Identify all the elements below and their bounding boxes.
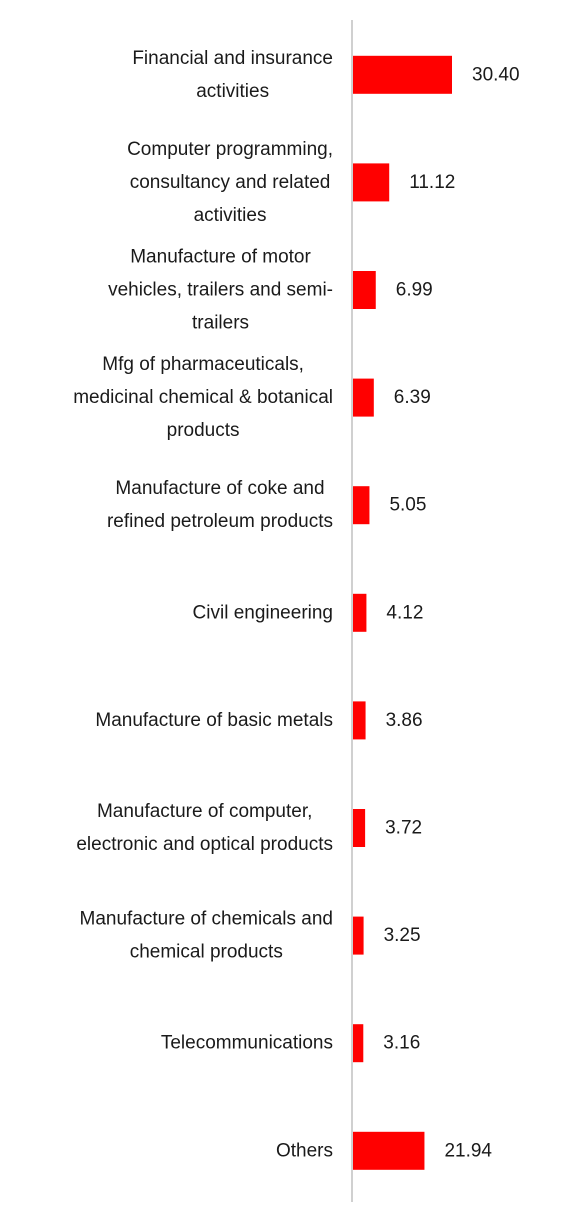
bar-8	[353, 916, 364, 955]
value-label-2: 6.99	[396, 280, 433, 301]
category-label-line: refined petroleum products	[107, 511, 333, 532]
category-label-10: Others	[276, 1140, 333, 1161]
value-label-7: 3.72	[385, 818, 422, 839]
value-label-4: 5.05	[389, 495, 426, 516]
bar-0	[353, 55, 452, 94]
bar-6	[353, 701, 366, 740]
category-label-line: Manufacture of motor	[130, 247, 311, 268]
category-label-line: Manufacture of coke and	[115, 478, 324, 499]
category-label-5: Civil engineering	[193, 602, 333, 623]
category-label-2: Manufacture of motor vehicles, trailers a…	[108, 247, 333, 334]
category-label-line: vehicles, trailers and semi-	[108, 280, 333, 301]
bar-7	[353, 809, 366, 847]
category-label-line: activities	[196, 81, 269, 102]
category-label-6: Manufacture of basic metals	[95, 710, 333, 731]
value-label-8: 3.25	[384, 925, 421, 946]
value-labels-group: 30.40 11.12 6.99 6.39 5.05 4.12 3.86 3.72 3.25 3.…	[383, 64, 519, 1161]
value-label-1: 11.12	[409, 172, 455, 193]
category-label-line: chemical products	[130, 942, 283, 963]
category-label-line: Mfg of pharmaceuticals,	[102, 354, 304, 375]
category-label-line: Manufacture of chemicals and	[80, 909, 333, 930]
bar-10	[353, 1131, 425, 1170]
bars-group	[353, 55, 452, 1170]
bar-1	[353, 163, 390, 202]
category-label-1: Computer programming, consultancy and rel…	[127, 139, 333, 226]
category-label-line: electronic and optical products	[76, 834, 333, 855]
category-label-line: Manufacture of computer,	[97, 801, 312, 822]
category-label-line: products	[167, 420, 240, 441]
value-label-0: 30.40	[472, 64, 520, 85]
value-label-5: 4.12	[386, 602, 423, 623]
bar-5	[353, 593, 367, 632]
category-label-8: Manufacture of chemicals and chemical pro…	[80, 909, 333, 963]
category-label-7: Manufacture of computer, electronic and o…	[76, 801, 333, 855]
value-label-9: 3.16	[383, 1033, 420, 1054]
category-label-line: Manufacture of basic metals	[95, 710, 333, 731]
bar-3	[353, 378, 374, 417]
value-label-6: 3.86	[386, 710, 423, 731]
category-label-line: Civil engineering	[193, 602, 333, 623]
category-label-3: Mfg of pharmaceuticals, medicinal chemica…	[73, 354, 333, 441]
category-label-line: trailers	[192, 313, 249, 334]
category-label-line: Computer programming,	[127, 139, 333, 160]
category-label-line: medicinal chemical & botanical	[73, 387, 333, 408]
category-label-9: Telecommunications	[161, 1033, 333, 1054]
bar-2	[353, 271, 376, 309]
category-label-line: Financial and insurance	[132, 48, 333, 69]
category-label-4: Manufacture of coke and refined petroleum…	[107, 478, 333, 532]
bar-4	[353, 486, 370, 525]
category-label-line: activities	[194, 205, 267, 226]
category-label-line: Others	[276, 1140, 333, 1161]
value-label-3: 6.39	[394, 387, 431, 408]
category-label-line: consultancy and related	[130, 172, 331, 193]
category-labels-group: Financial and insurance activitiesCompute…	[73, 48, 333, 1162]
value-label-10: 21.94	[444, 1140, 492, 1161]
category-label-line: Telecommunications	[161, 1033, 333, 1054]
category-label-0: Financial and insurance activities	[132, 48, 333, 102]
bar-9	[353, 1024, 364, 1063]
